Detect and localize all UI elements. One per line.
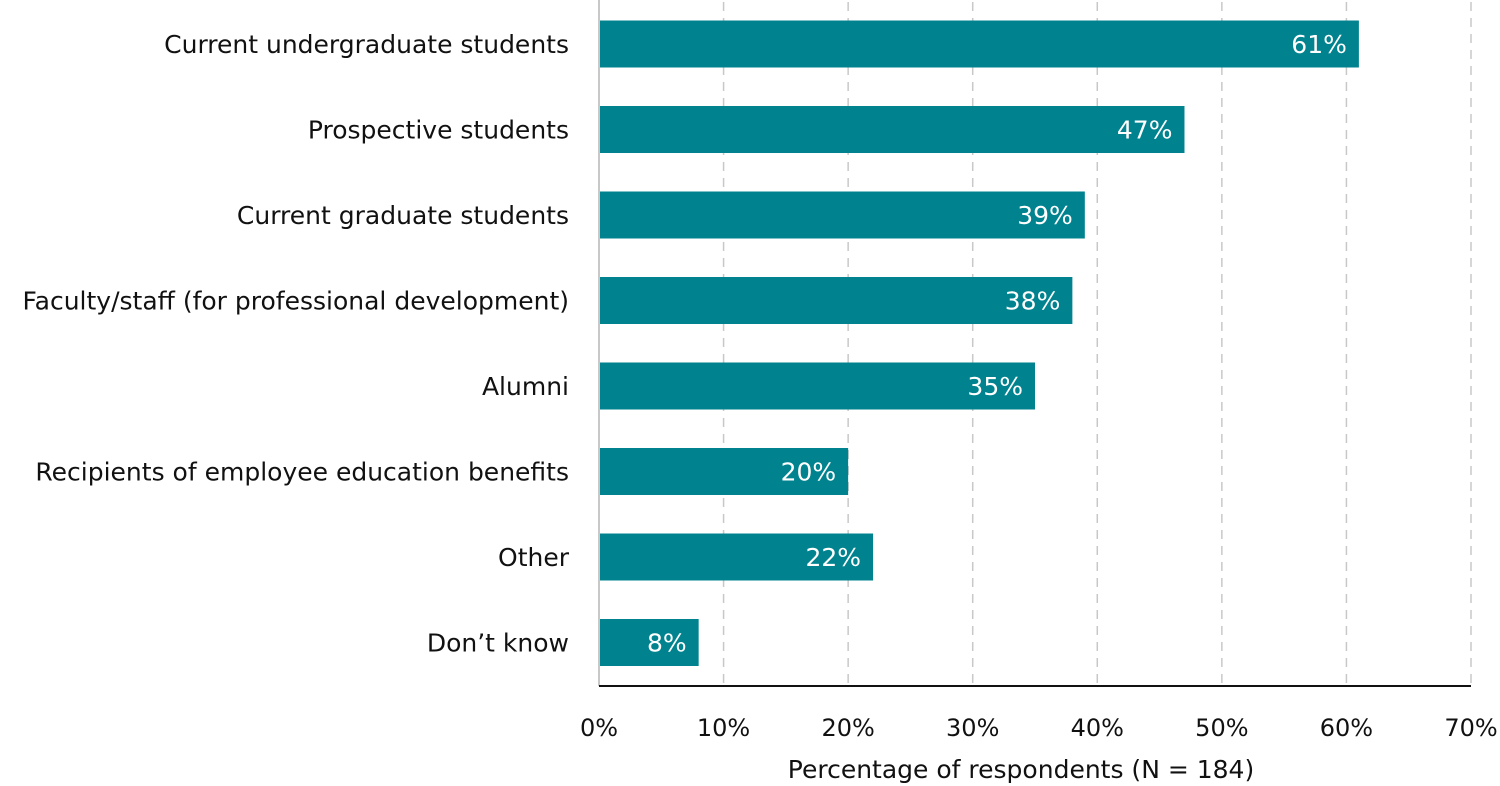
tick-labels: 0% 10% 20% 30% 40% 50% 60% 70% xyxy=(580,714,1498,742)
bar xyxy=(599,619,699,666)
x-tick-label: 10% xyxy=(697,714,750,742)
category-label: Prospective students xyxy=(308,116,569,145)
category-label: Don’t know xyxy=(427,629,569,658)
data-label: 35% xyxy=(967,372,1023,401)
x-tick-label: 50% xyxy=(1195,714,1248,742)
data-label: 47% xyxy=(1117,116,1173,145)
category-label: Faculty/staff (for professional developm… xyxy=(23,287,569,316)
bar xyxy=(599,20,1359,68)
data-label: 61% xyxy=(1291,30,1347,59)
bar xyxy=(599,533,874,581)
axes xyxy=(598,0,1471,687)
bar xyxy=(599,448,849,495)
x-tick-label: 0% xyxy=(580,714,618,742)
x-tick-label: 20% xyxy=(821,714,874,742)
category-label: Current undergraduate students xyxy=(164,30,569,59)
x-tick-label: 60% xyxy=(1320,714,1373,742)
bar xyxy=(599,277,1073,324)
category-label: Recipients of employee education benefit… xyxy=(35,458,569,487)
data-label: 20% xyxy=(781,458,837,487)
category-label: Other xyxy=(498,543,570,572)
x-tick-label: 70% xyxy=(1444,714,1497,742)
x-tick-label: 40% xyxy=(1071,714,1124,742)
gridlines xyxy=(722,2,1472,686)
bars: 61% 47% 39% 38% 35% 20% 22% 8% xyxy=(599,20,1359,666)
x-tick-label: 30% xyxy=(946,714,999,742)
category-labels: Current undergraduate students Prospectiv… xyxy=(23,30,570,658)
data-label: 8% xyxy=(647,629,687,658)
data-label: 38% xyxy=(1005,287,1061,316)
category-label: Alumni xyxy=(482,372,569,401)
bar xyxy=(599,191,1085,239)
bar xyxy=(599,362,1035,410)
data-label: 39% xyxy=(1017,201,1073,230)
x-axis-title: Percentage of respondents (N = 184) xyxy=(788,755,1254,784)
data-label: 22% xyxy=(805,543,861,572)
bar xyxy=(599,106,1185,153)
category-label: Current graduate students xyxy=(237,201,569,230)
